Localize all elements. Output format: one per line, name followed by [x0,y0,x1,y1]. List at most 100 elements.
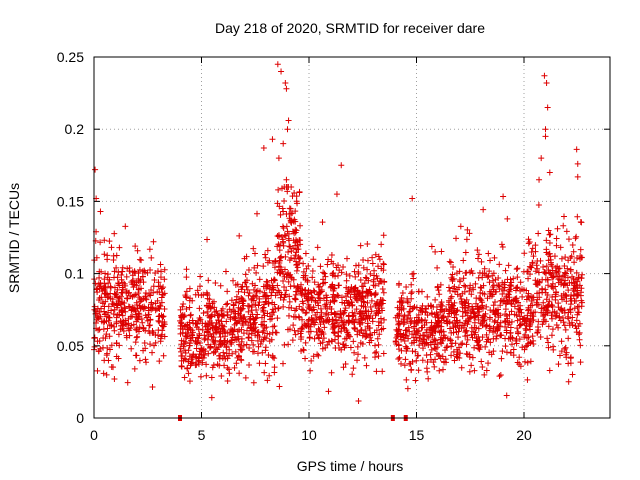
data-point [237,356,244,363]
data-point [133,352,140,359]
data-point [121,304,128,311]
data-point [570,248,577,255]
data-point [501,297,508,304]
data-point [502,343,509,350]
data-point [111,230,118,237]
grid [94,57,610,418]
data-point [202,320,209,327]
data-point [196,305,203,312]
data-point [134,315,141,322]
data-point [401,313,408,320]
data-point [115,298,122,305]
data-point [349,309,356,316]
data-point [254,262,261,269]
data-point [302,250,309,257]
data-point [217,334,224,341]
data-point [151,277,158,284]
data-point [232,281,239,288]
data-point [424,359,431,366]
data-point [508,283,515,290]
data-point [475,316,482,323]
data-point [110,257,117,264]
data-point [241,289,248,296]
data-point [121,280,128,287]
data-point [447,288,454,295]
data-point [94,314,101,321]
data-point [154,288,161,295]
data-point [461,299,468,306]
data-point [380,232,387,239]
data-point [95,315,102,322]
data-point [347,294,354,301]
data-point [239,305,246,312]
data-point [264,310,271,317]
data-point [365,288,372,295]
data-point [203,372,210,379]
data-point [395,342,402,349]
data-point [540,318,547,325]
data-point [543,306,550,313]
data-point [368,308,375,315]
data-point [161,321,168,328]
data-point [280,303,287,310]
data-point [462,329,469,336]
data-point [326,338,333,345]
data-point [371,267,378,274]
data-point [256,299,263,306]
data-point [192,291,199,298]
data-point [104,271,111,278]
data-point [401,319,408,326]
data-point [230,277,237,284]
data-point [508,318,515,325]
data-point [328,252,335,259]
data-point [512,298,519,305]
data-point [574,213,581,220]
data-point [328,283,335,290]
data-point [572,322,579,329]
data-point [542,126,549,133]
data-point [152,307,159,314]
data-point [513,312,520,319]
data-point [542,289,549,296]
data-point [354,357,361,364]
data-point [148,254,155,261]
data-point [304,291,311,298]
data-point [501,281,508,288]
data-point [479,363,486,370]
data-point [413,304,420,311]
data-point [336,314,343,321]
data-point [158,299,165,306]
data-point [183,306,190,313]
data-point [306,305,313,312]
data-point [473,300,480,307]
data-point [527,310,534,317]
data-point [466,353,473,360]
data-point [160,291,167,298]
data-point [519,293,526,300]
data-point [266,338,273,345]
data-point [300,346,307,353]
data-point [398,306,405,313]
data-point [289,210,296,217]
data-point [432,296,439,303]
data-point [125,320,132,327]
data-point [494,310,501,317]
data-point [562,326,569,333]
data-point [545,339,552,346]
data-point [403,376,410,383]
data-point [493,333,500,340]
data-point [260,309,267,316]
data-point [576,336,583,343]
data-point [199,359,206,366]
data-point [113,353,120,360]
data-point [140,305,147,312]
data-point [438,340,445,347]
axes [93,56,611,419]
data-point [456,319,463,326]
data-point [262,344,269,351]
data-point [218,318,225,325]
data-point [270,309,277,316]
data-point [291,190,298,197]
data-point [269,354,276,361]
data-point [357,320,364,327]
